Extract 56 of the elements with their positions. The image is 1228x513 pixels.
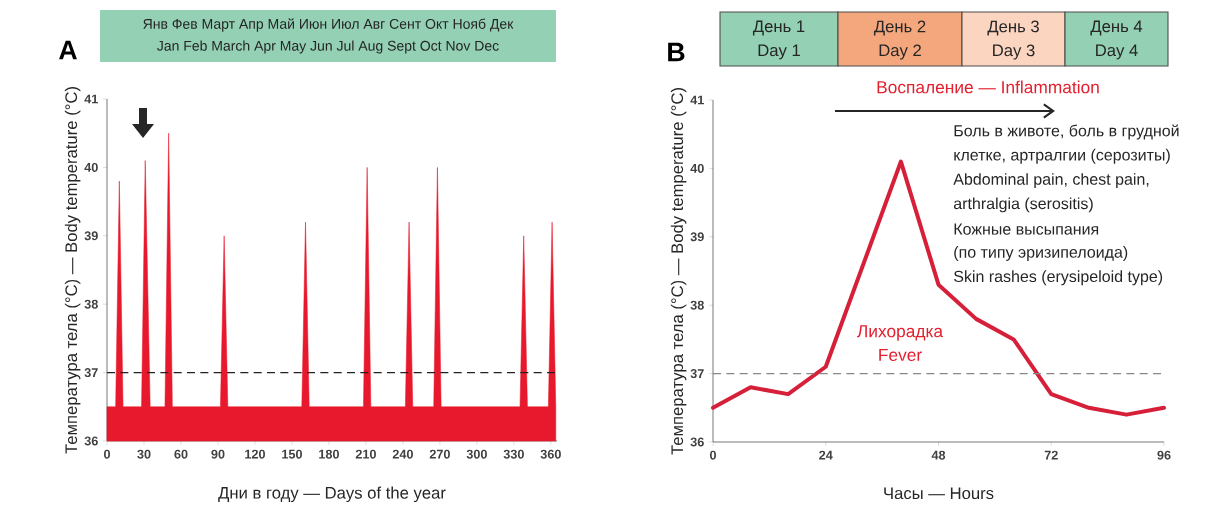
y-tick-label: 38 — [84, 299, 98, 309]
text: Day 1 — [758, 44, 800, 60]
y-tick-label: 41 — [84, 94, 98, 104]
x-tick-label: 90 — [211, 449, 225, 459]
x-tick-label: 24 — [819, 450, 833, 460]
x-tick-label: 360 — [540, 449, 561, 459]
y-tick-label: 40 — [690, 163, 704, 173]
y-axis-title: Температура тела (°C) — Body temperature (°C) — [64, 87, 81, 454]
y-tick-label: 39 — [84, 231, 98, 241]
text: Day 2 — [879, 44, 921, 60]
x-tick-label: 120 — [245, 449, 265, 459]
text: Янв Фев Март Апр Май Июн Июл Авг Сент Окт Нояб Дек — [143, 18, 514, 32]
annotation: Abdominal pain, chest pain, — [953, 173, 1149, 189]
annotation: клетке, артралгии (серозиты) — [954, 148, 1170, 164]
x-axis-title: Часы — Hours — [884, 487, 994, 500]
x-tick-label: 210 — [355, 449, 376, 459]
text: A — [59, 40, 77, 60]
annotation: Боль в животе, боль в грудной — [954, 124, 1179, 140]
annotation: arthralgia (serositis) — [953, 197, 1093, 213]
x-tick-label: 96 — [1157, 450, 1171, 460]
text: День 4 — [1090, 20, 1143, 36]
y-axis-title: Температура тела (°C) — Body temperature (°C) — [670, 88, 687, 455]
y-tick-label: 39 — [690, 232, 704, 242]
annotation: Skin rashes (erysipeloid type) — [954, 270, 1163, 286]
x-tick-label: 300 — [466, 449, 487, 459]
text: B — [668, 42, 685, 62]
x-tick-label: 72 — [1044, 450, 1058, 460]
y-tick-label: 37 — [690, 369, 704, 379]
annotation: Fever — [879, 348, 922, 362]
x-tick-label: 330 — [503, 449, 524, 459]
x-axis-title: Дни в году — Days of the year — [218, 486, 446, 503]
text: День 1 — [752, 20, 805, 36]
x-tick-label: 0 — [103, 449, 111, 459]
text: Воспаление — Inflammation — [877, 80, 1099, 94]
annotation: (по типу эризипелоида) — [954, 246, 1128, 261]
x-tick-label: 270 — [429, 449, 450, 459]
y-tick-label: 41 — [690, 95, 704, 105]
y-tick-label: 36 — [690, 437, 704, 447]
y-tick-label: 40 — [84, 162, 98, 172]
x-tick-label: 30 — [137, 449, 151, 459]
x-tick-label: 0 — [709, 450, 717, 460]
text: Jan Feb March Apr May Jun Jul Aug Sept Oct Nov Dec — [157, 40, 499, 54]
text: Day 4 — [1096, 44, 1138, 60]
x-tick-label: 180 — [319, 449, 339, 459]
text: День 3 — [987, 20, 1039, 36]
x-tick-label: 240 — [392, 449, 413, 459]
x-tick-label: 150 — [282, 449, 302, 459]
annotation: Лихорадка — [857, 325, 944, 341]
y-tick-label: 38 — [690, 300, 704, 310]
y-tick-label: 37 — [84, 368, 98, 378]
x-tick-label: 48 — [931, 450, 946, 460]
annotation: Кожные высыпания — [954, 223, 1099, 235]
y-tick-label: 36 — [84, 436, 98, 446]
text: Day 3 — [993, 44, 1035, 60]
text: День 2 — [873, 20, 926, 36]
x-tick-label: 60 — [174, 449, 188, 459]
